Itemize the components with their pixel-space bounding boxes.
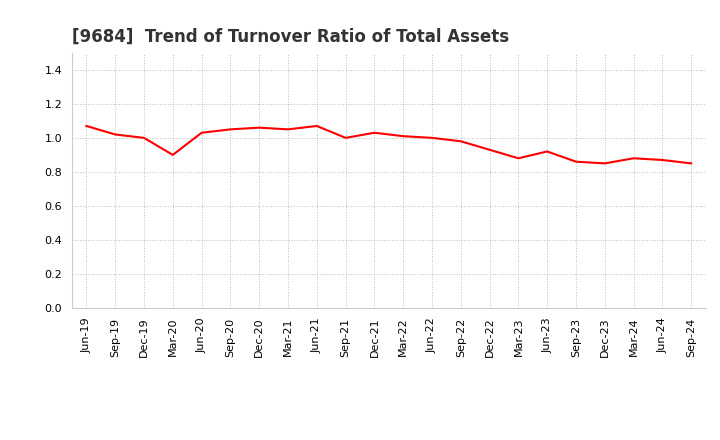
Text: [9684]  Trend of Turnover Ratio of Total Assets: [9684] Trend of Turnover Ratio of Total … [72,28,509,46]
